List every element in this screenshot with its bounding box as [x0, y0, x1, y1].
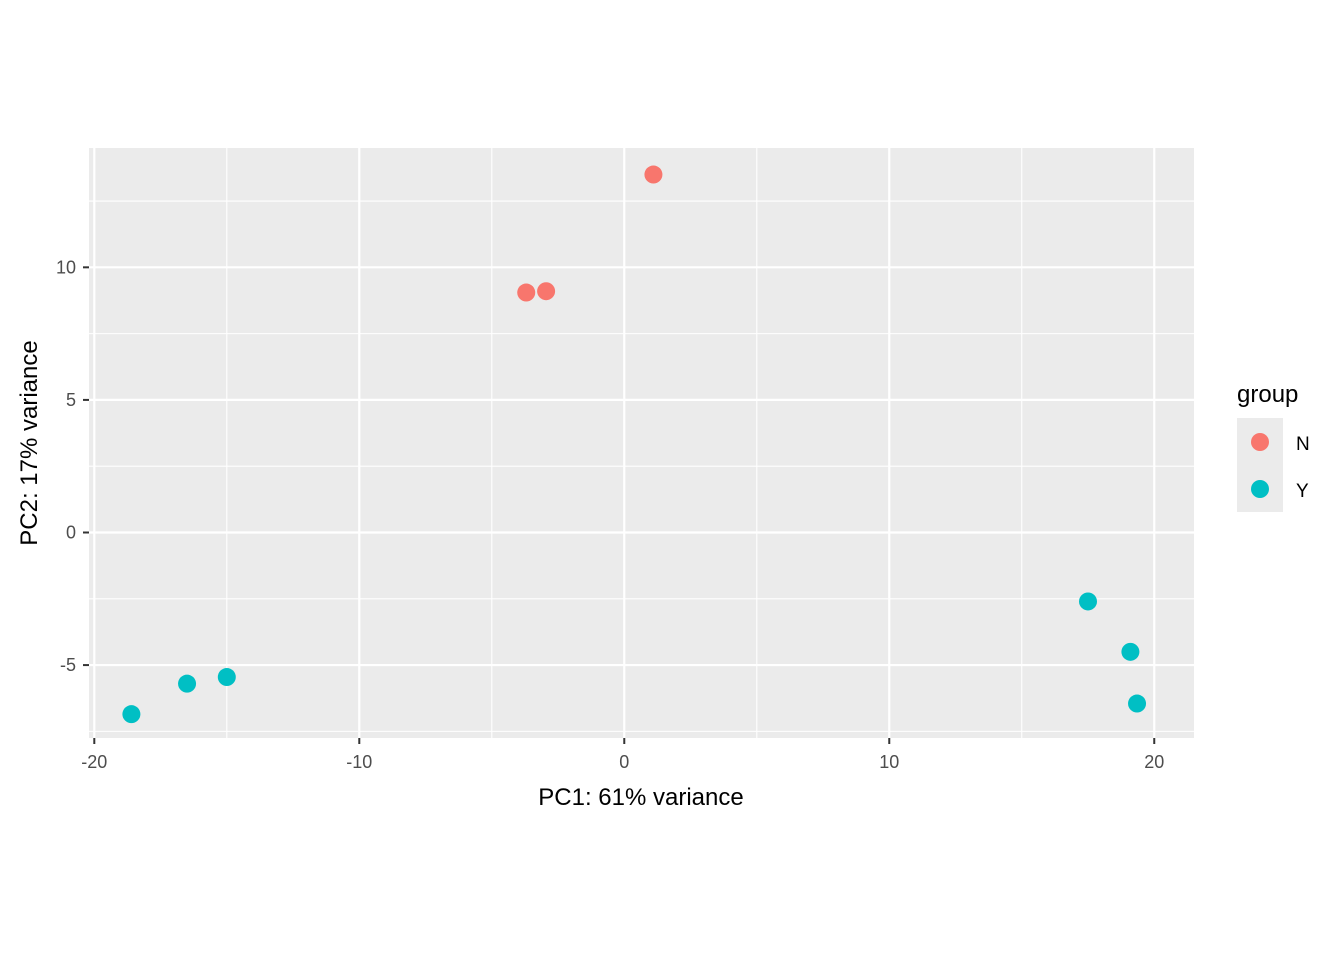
- legend: group N Y: [1237, 381, 1310, 512]
- x-axis-title: PC1: 61% variance: [538, 784, 743, 811]
- data-point-y: [1121, 642, 1140, 661]
- x-tick-label: 10: [879, 752, 899, 772]
- data-point-y: [122, 705, 141, 724]
- y-tick-label: 10: [56, 257, 76, 277]
- legend-label-n: N: [1296, 434, 1310, 455]
- y-tick-label: -5: [60, 655, 76, 675]
- data-point-n: [537, 282, 556, 301]
- legend-label-y: Y: [1296, 481, 1309, 502]
- legend-title: group: [1237, 381, 1298, 408]
- data-point-y: [1128, 694, 1147, 713]
- y-axis-title: PC2: 17% variance: [16, 340, 43, 545]
- x-tick-label: -20: [81, 752, 107, 772]
- y-tick-label: 0: [66, 522, 76, 542]
- data-point-n: [517, 283, 536, 302]
- data-point-y: [178, 674, 197, 693]
- x-tick-label: -10: [346, 752, 372, 772]
- legend-key-n: [1251, 433, 1269, 451]
- x-tick-label: 20: [1144, 752, 1164, 772]
- x-tick-label: 0: [619, 752, 629, 772]
- data-point-y: [217, 668, 236, 687]
- major-gridlines: [89, 148, 1194, 738]
- plot-panel: [89, 148, 1194, 738]
- data-point-n: [644, 165, 663, 184]
- data-points: [122, 165, 1147, 724]
- minor-gridlines: [89, 148, 1194, 738]
- data-point-y: [1079, 592, 1098, 611]
- legend-key-y: [1251, 480, 1269, 498]
- x-axis: -20 -10 0 10 20: [81, 738, 1164, 772]
- y-axis: -5 0 5 10: [56, 257, 89, 675]
- y-tick-label: 5: [66, 390, 76, 410]
